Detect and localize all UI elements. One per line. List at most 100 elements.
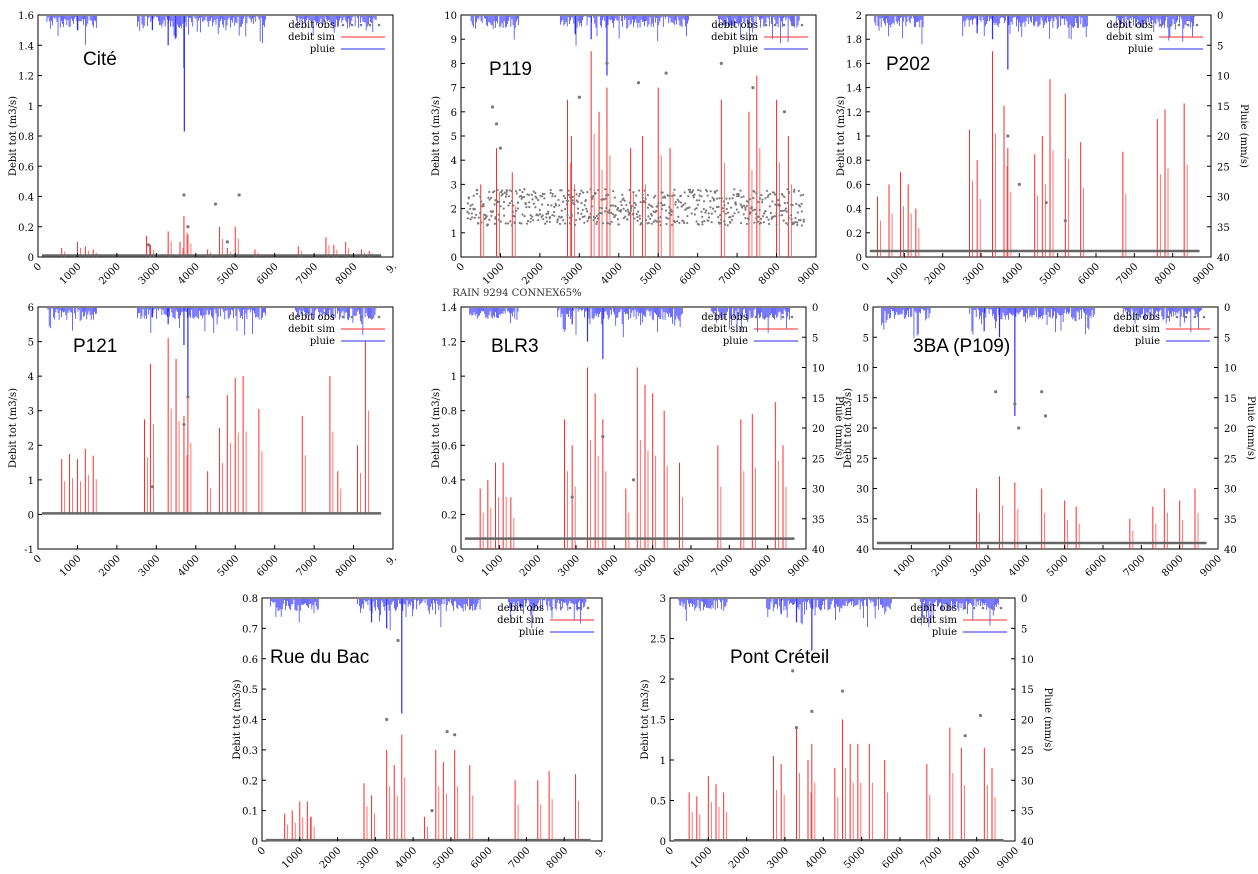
obs-point <box>712 207 715 210</box>
legend-marker <box>1177 23 1181 27</box>
obs-point <box>660 208 663 211</box>
obs-point <box>493 203 496 206</box>
obs-point <box>655 205 658 208</box>
obs-point <box>385 717 389 722</box>
obs-point <box>800 224 803 227</box>
x-tick-label: 0 <box>860 261 872 273</box>
chart-7: 0 0.1 0.2 0.3 0.4 0.5 0.6 0.7 0.8 Debit tot (m3/s… <box>232 594 608 871</box>
obs-point <box>633 201 636 204</box>
obs-point <box>597 189 600 192</box>
obs-point <box>560 209 563 212</box>
obs-point <box>549 188 552 192</box>
y2-tick-label: 30 <box>1021 776 1034 787</box>
obs-point <box>757 201 760 204</box>
x-tick-label: 9000 <box>796 261 822 287</box>
obs-point <box>963 734 967 738</box>
obs-point <box>752 196 755 200</box>
obs-point <box>700 195 703 198</box>
obs-point <box>611 204 615 207</box>
y-tick-label: 2 <box>660 675 666 686</box>
obs-point <box>620 203 623 207</box>
obs-series <box>41 193 382 257</box>
obs-point <box>785 210 788 213</box>
obs-point <box>610 211 613 214</box>
obs-point <box>545 212 548 215</box>
y2-axis: 0 5 10 15 20 25 30 35 40 Pluie (mm/s) <box>802 303 844 556</box>
obs-point <box>612 189 615 193</box>
obs-point <box>705 209 708 212</box>
obs-point <box>789 214 793 217</box>
sim-series <box>284 734 579 841</box>
y2-tick-label: 35 <box>1021 807 1034 818</box>
legend-marker <box>559 606 563 610</box>
x-tick-label: 5000 <box>1038 261 1064 287</box>
obs-point <box>771 200 774 203</box>
legend-marker <box>981 606 985 610</box>
obs-point <box>671 210 674 213</box>
y-tick-label: 0.2 <box>441 510 457 521</box>
obs-point <box>654 194 657 197</box>
obs-point <box>709 200 712 203</box>
obs-point <box>606 193 610 196</box>
obs-point <box>526 219 530 223</box>
obs-point <box>792 222 796 225</box>
obs-point <box>727 202 730 205</box>
obs-point <box>490 196 493 199</box>
legend-marker <box>791 23 795 27</box>
y-tick-label: 0.6 <box>242 655 258 666</box>
y-tick-label: 2 <box>451 205 457 216</box>
legend-marker <box>568 606 572 610</box>
obs-point <box>680 205 683 208</box>
y-tick-label: 0.5 <box>242 685 258 696</box>
obs-point <box>810 709 814 714</box>
y-tick-label: 4 <box>451 156 457 167</box>
obs-point <box>506 222 510 225</box>
obs-point <box>751 86 755 90</box>
obs-point <box>613 215 616 219</box>
obs-point <box>500 194 503 197</box>
obs-point <box>657 201 660 205</box>
obs-point <box>549 191 552 195</box>
obs-point <box>729 221 732 224</box>
obs-point <box>760 193 763 197</box>
x-axis: 0 1000 2000 3000 4000 5000 6000 7000 8000 9000 <box>664 837 1021 871</box>
y2-tick-label: 30 <box>1224 485 1237 496</box>
obs-point <box>764 197 767 200</box>
obs-point <box>661 204 664 207</box>
obs-point <box>757 215 760 218</box>
legend-marker <box>1184 315 1188 319</box>
obs-point <box>532 190 535 193</box>
obs-point <box>616 208 619 211</box>
legend-marker <box>377 23 381 27</box>
obs-point <box>567 189 570 192</box>
obs-point <box>551 192 554 196</box>
obs-point <box>619 210 622 213</box>
obs-point <box>668 206 671 209</box>
obs-point <box>676 198 679 201</box>
x-axis: 0 1000 2000 3000 4000 5000 6000 7000 8000 9000 <box>455 253 822 287</box>
obs-point <box>622 216 625 220</box>
obs-point <box>715 189 718 192</box>
obs-point <box>470 212 474 215</box>
obs-point <box>683 221 686 225</box>
x-tick-label: 2000 <box>97 553 123 579</box>
obs-point <box>543 192 546 196</box>
obs-point <box>528 193 531 197</box>
obs-point <box>700 210 703 213</box>
y-tick-label: 20 <box>856 424 869 435</box>
obs-point <box>797 218 801 222</box>
y-tick-label: 30 <box>856 485 869 496</box>
obs-point <box>709 206 712 209</box>
sim-series <box>688 719 996 841</box>
obs-point <box>552 210 556 214</box>
obs-point <box>541 195 544 198</box>
y-axis: 0 5 10 15 20 25 30 35 40 <box>856 303 877 556</box>
obs-point <box>725 197 728 200</box>
y-axis-label: Debit tot (m3/s) <box>431 388 442 468</box>
obs-point <box>717 215 720 219</box>
obs-point <box>737 211 740 214</box>
obs-point <box>628 201 631 204</box>
legend-label: pluie <box>733 44 758 55</box>
sim-series <box>480 51 792 257</box>
